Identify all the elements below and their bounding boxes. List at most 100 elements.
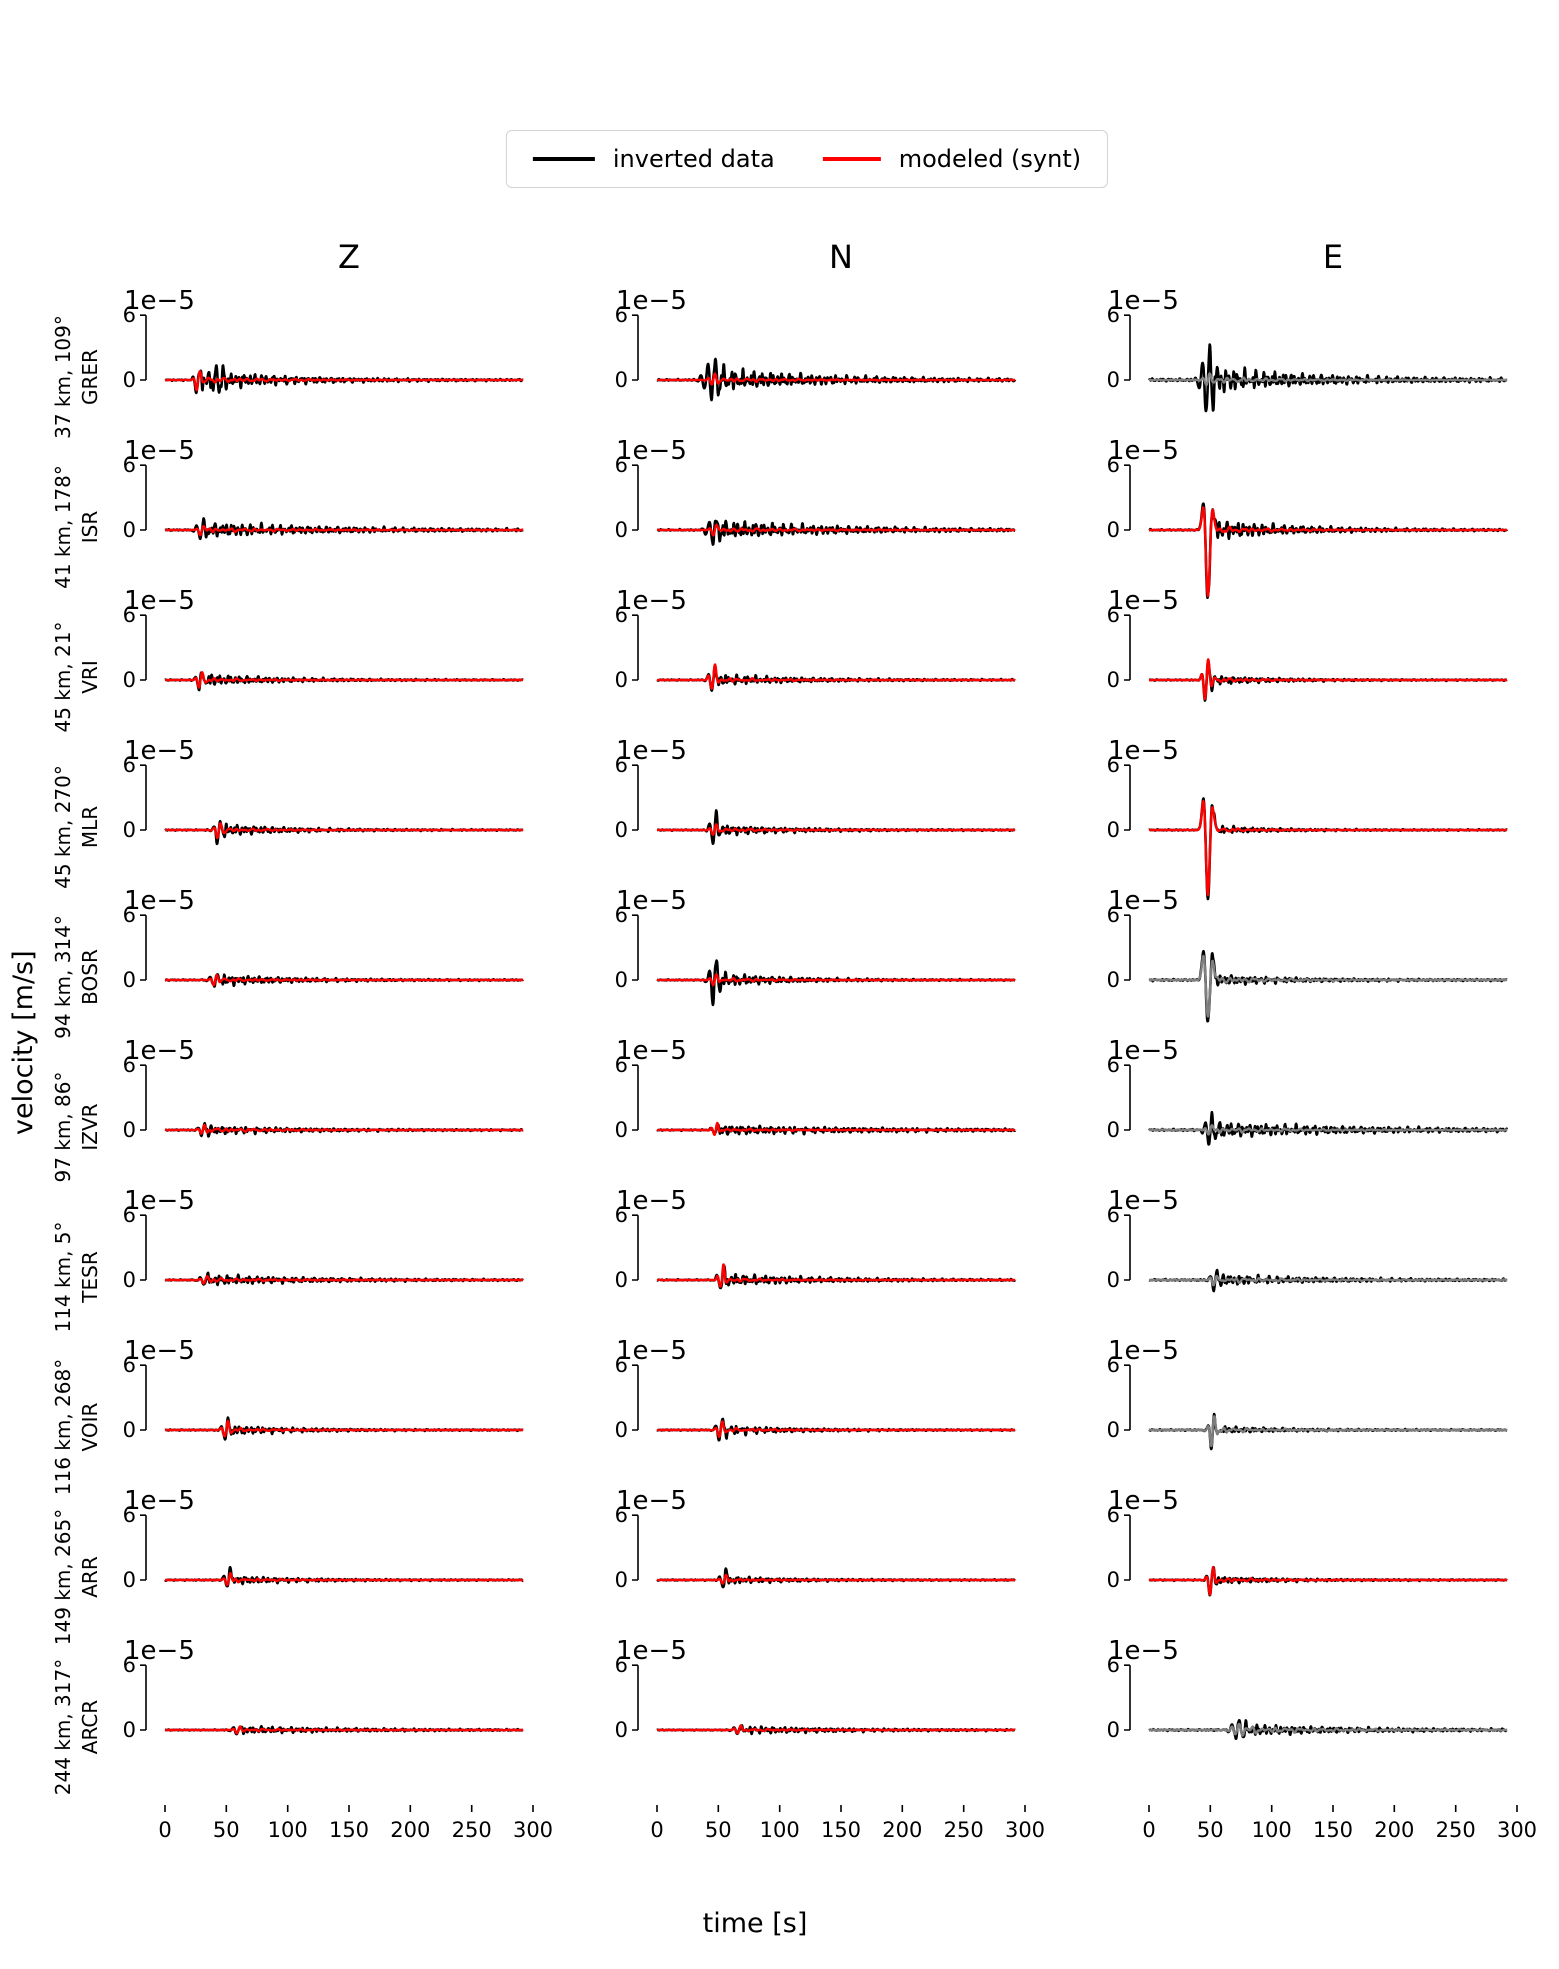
y-tick-label-6: 6 xyxy=(123,1503,136,1527)
y-tick-label-6: 6 xyxy=(123,603,136,627)
station-name-label: ARCR xyxy=(78,1700,102,1755)
x-tick-label: 0 xyxy=(158,1818,171,1842)
y-tick-label-6: 6 xyxy=(1107,303,1120,327)
offset-text: 1e−5 xyxy=(1108,1186,1179,1216)
synt-trace-bosr-e xyxy=(1148,954,1508,1018)
station-info-label: 149 km, 265° xyxy=(51,1509,75,1645)
y-tick-marks xyxy=(632,1214,638,1281)
y-tick-label-6: 6 xyxy=(123,303,136,327)
y-tick-label-6: 6 xyxy=(615,453,628,477)
data-trace-isr-z xyxy=(164,517,524,541)
legend-line-modeled-synt-icon xyxy=(822,157,881,161)
y-tick-label-0: 0 xyxy=(1107,668,1120,692)
y-tick-marks xyxy=(140,314,146,381)
y-tick-label-0: 0 xyxy=(615,1268,628,1292)
synt-trace-isr-n xyxy=(656,523,1016,537)
y-tick-label-0: 0 xyxy=(123,368,136,392)
y-tick-label-6: 6 xyxy=(123,753,136,777)
y-tick-label-0: 0 xyxy=(123,518,136,542)
synt-trace-isr-e xyxy=(1148,506,1508,598)
y-tick-label-0: 0 xyxy=(123,1718,136,1742)
offset-text: 1e−5 xyxy=(616,1336,687,1366)
y-tick-label-0: 0 xyxy=(123,968,136,992)
y-tick-marks xyxy=(632,914,638,981)
station-name-label: GRER xyxy=(78,349,102,405)
y-tick-marks xyxy=(1124,1064,1130,1131)
y-tick-label-6: 6 xyxy=(1107,1203,1120,1227)
x-tick-label: 150 xyxy=(1313,1818,1353,1842)
x-tick-label: 300 xyxy=(1497,1818,1537,1842)
y-tick-label-6: 6 xyxy=(615,1503,628,1527)
offset-text: 1e−5 xyxy=(616,1636,687,1666)
station-info-label: 94 km, 314° xyxy=(51,915,75,1039)
y-tick-label-0: 0 xyxy=(1107,368,1120,392)
y-tick-label-6: 6 xyxy=(1107,1353,1120,1377)
synt-trace-arcr-z xyxy=(164,1725,524,1735)
offset-text: 1e−5 xyxy=(124,436,195,466)
station-name-label: VRI xyxy=(78,660,102,693)
y-tick-label-6: 6 xyxy=(615,303,628,327)
synt-trace-tesr-e xyxy=(1148,1274,1508,1287)
x-tick-label: 50 xyxy=(705,1818,732,1842)
y-tick-marks xyxy=(140,764,146,831)
waveform-grid: 37 km, 109° GRER 1e−5 6 0 1e−5 6 0 1e−5 6 0 41 km, … xyxy=(0,286,1559,1850)
synt-trace-izvr-n xyxy=(656,1121,1016,1136)
legend-line-inverted-data-icon xyxy=(532,157,595,161)
y-tick-marks xyxy=(632,464,638,531)
x-tick-label: 300 xyxy=(513,1818,553,1842)
y-tick-label-0: 0 xyxy=(615,1568,628,1592)
y-tick-label-0: 0 xyxy=(123,818,136,842)
station-name-label: VOIR xyxy=(78,1402,102,1451)
y-tick-label-6: 6 xyxy=(1107,603,1120,627)
x-tick-label: 250 xyxy=(1436,1818,1476,1842)
y-tick-label-6: 6 xyxy=(615,1653,628,1677)
y-tick-label-0: 0 xyxy=(123,1418,136,1442)
y-tick-label-6: 6 xyxy=(615,1353,628,1377)
x-tick-label: 100 xyxy=(760,1818,800,1842)
y-tick-label-6: 6 xyxy=(123,1353,136,1377)
synt-trace-voir-n xyxy=(656,1420,1016,1439)
synt-trace-mlr-e xyxy=(1148,799,1508,897)
y-tick-label-0: 0 xyxy=(615,1418,628,1442)
y-tick-label-6: 6 xyxy=(123,1203,136,1227)
x-tick-label: 200 xyxy=(882,1818,922,1842)
y-tick-label-6: 6 xyxy=(1107,453,1120,477)
offset-text: 1e−5 xyxy=(616,1036,687,1066)
synt-trace-mlr-n xyxy=(656,823,1016,836)
column-title-z: Z xyxy=(338,238,360,276)
x-tick-label: 200 xyxy=(390,1818,430,1842)
station-name-label: TESR xyxy=(78,1251,102,1304)
y-tick-label-0: 0 xyxy=(1107,1568,1120,1592)
station-name-label: BOSR xyxy=(78,949,102,1005)
offset-text: 1e−5 xyxy=(1108,286,1179,316)
y-tick-marks xyxy=(632,314,638,381)
offset-text: 1e−5 xyxy=(616,1186,687,1216)
offset-text: 1e−5 xyxy=(124,886,195,916)
synt-trace-vri-n xyxy=(656,663,1016,690)
station-name-label: ARR xyxy=(78,1556,102,1598)
y-tick-marks xyxy=(1124,314,1130,381)
waveform-row-arcr: 244 km, 317° ARCR 1e−56 0 0 50 100 150 200 250 300… xyxy=(51,1636,1537,1842)
y-tick-label-6: 6 xyxy=(615,1053,628,1077)
y-tick-marks xyxy=(632,1364,638,1431)
y-tick-marks xyxy=(140,914,146,981)
y-tick-marks xyxy=(140,1214,146,1281)
column-title-e: E xyxy=(1322,238,1344,276)
synt-trace-grer-n xyxy=(656,372,1016,386)
y-tick-label-0: 0 xyxy=(615,518,628,542)
x-tick-label: 150 xyxy=(329,1818,369,1842)
offset-text: 1e−5 xyxy=(124,1036,195,1066)
y-tick-label-0: 0 xyxy=(123,1118,136,1142)
y-tick-label-6: 6 xyxy=(123,903,136,927)
y-tick-label-6: 6 xyxy=(1107,903,1120,927)
station-info-label: 244 km, 317° xyxy=(51,1659,75,1795)
offset-text: 1e−5 xyxy=(1108,1036,1179,1066)
y-tick-label-0: 0 xyxy=(615,968,628,992)
y-tick-marks xyxy=(1124,1214,1130,1281)
